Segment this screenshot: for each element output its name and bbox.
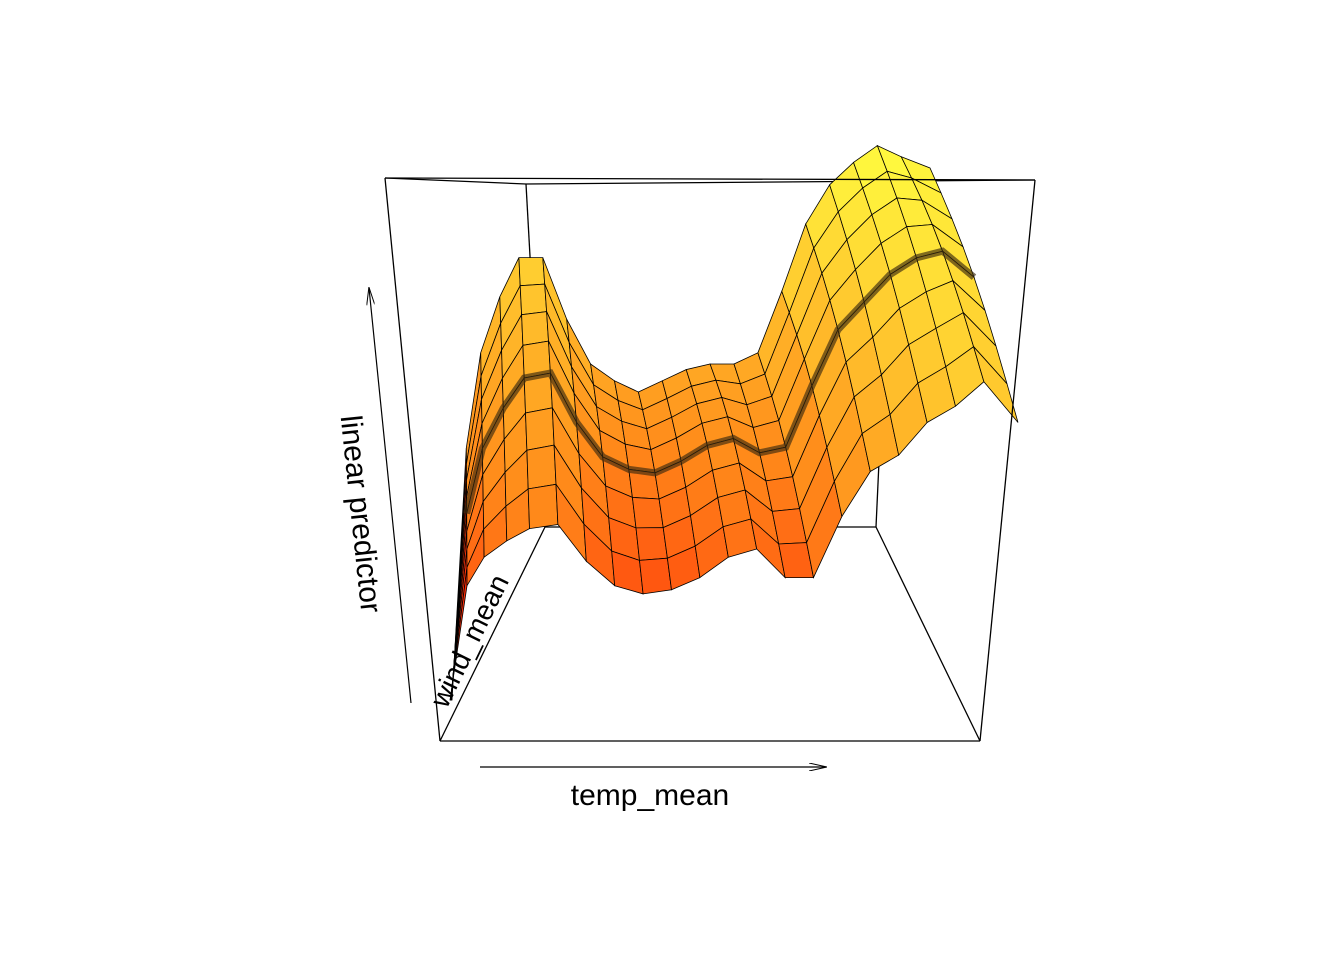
box-edge-back-top — [525, 179, 1036, 185]
surface-mesh — [449, 144, 1019, 701]
surface-facet — [518, 257, 546, 287]
x-axis-label: temp_mean — [571, 779, 729, 812]
surface-facet — [519, 283, 548, 316]
surface-facet — [527, 483, 559, 530]
box-edge-top-left — [384, 177, 527, 185]
surface-ridge-line — [463, 247, 977, 515]
box-edge-back-floor-right — [875, 526, 981, 742]
surface-facet — [521, 311, 549, 346]
box-edge-back-floor-left — [439, 526, 546, 742]
box-edge-front-left — [384, 177, 441, 742]
surface-facet — [973, 346, 1019, 423]
surface-facet — [635, 527, 668, 561]
y-axis-arrow — [369, 288, 412, 704]
box-front-edges — [384, 177, 1036, 742]
box-edge-front-top — [384, 177, 1036, 181]
surface-facet — [525, 407, 555, 451]
y-axis-label: linear predictor — [334, 414, 388, 615]
surface-facet — [639, 557, 672, 595]
box-edge-front-right — [979, 179, 1036, 742]
depth-axis-label: wind_mean — [424, 570, 515, 713]
surface-facet — [631, 496, 664, 529]
surface-facet — [526, 444, 557, 490]
